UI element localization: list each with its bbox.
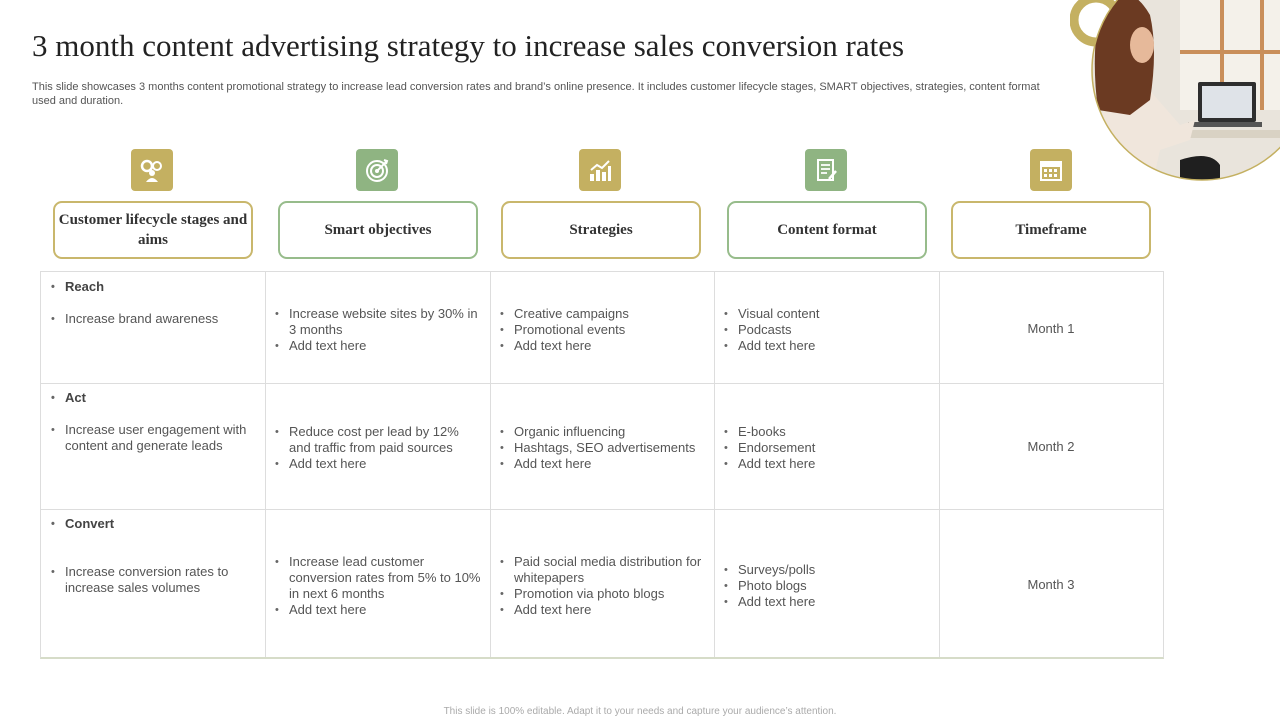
- formats-cell: Surveys/pollsPhoto blogsAdd text here: [720, 562, 930, 610]
- list-item: Surveys/polls: [720, 562, 930, 578]
- page-subtitle: This slide showcases 3 months content pr…: [32, 81, 1040, 107]
- document-icon: [805, 149, 847, 191]
- list-item: Photo blogs: [720, 578, 930, 594]
- list-item: Podcasts: [720, 322, 930, 338]
- header-smart-objectives: Smart objectives: [278, 201, 478, 259]
- list-item: Creative campaigns: [496, 306, 706, 322]
- list-item: Add text here: [720, 456, 930, 472]
- list-item: Hashtags, SEO advertisements: [496, 440, 706, 456]
- list-item: Promotional events: [496, 322, 706, 338]
- timeframe-cell: Month 2: [1027, 439, 1075, 454]
- list-item: Paid social media distribution for white…: [496, 554, 706, 586]
- strategies-cell: Creative campaignsPromotional eventsAdd …: [496, 306, 706, 354]
- formats-cell: E-booksEndorsementAdd text here: [720, 424, 930, 472]
- table-row: Convert Increase conversion rates to inc…: [47, 516, 257, 596]
- growth-chart-icon: [579, 149, 621, 191]
- stage-aim: Increase conversion rates to increase sa…: [47, 564, 257, 596]
- formats-cell: Visual contentPodcastsAdd text here: [720, 306, 930, 354]
- timeframe-cell: Month 1: [1027, 321, 1075, 336]
- stage-name: Reach: [47, 279, 257, 295]
- list-item: Increase lead customer conversion rates …: [271, 554, 481, 602]
- strategies-cell: Paid social media distribution for white…: [496, 554, 706, 618]
- list-item: Add text here: [496, 456, 706, 472]
- list-item: Add text here: [496, 338, 706, 354]
- header-timeframe: Timeframe: [951, 201, 1151, 259]
- woman-laptop-photo: [1070, 0, 1280, 181]
- list-item: Add text here: [720, 594, 930, 610]
- list-item: Organic influencing: [496, 424, 706, 440]
- list-item: Add text here: [271, 602, 481, 618]
- target-icon: [356, 149, 398, 191]
- strategies-cell: Organic influencingHashtags, SEO adverti…: [496, 424, 706, 472]
- list-item: Add text here: [271, 456, 481, 472]
- stage-aim: Increase brand awareness: [47, 311, 257, 327]
- list-item: Promotion via photo blogs: [496, 586, 706, 602]
- list-item: Add text here: [496, 602, 706, 618]
- footer-note: This slide is 100% editable. Adapt it to…: [443, 706, 837, 717]
- header-strategies: Strategies: [501, 201, 701, 259]
- objectives-cell: Increase website sites by 30% in 3 month…: [271, 306, 481, 354]
- list-item: Reduce cost per lead by 12% and traffic …: [271, 424, 481, 456]
- table-row: Act Increase user engagement with conten…: [47, 390, 257, 454]
- list-item: Add text here: [271, 338, 481, 354]
- calendar-icon: [1030, 149, 1072, 191]
- stage-aim: Increase user engagement with content an…: [47, 422, 257, 454]
- gears-user-icon: [131, 149, 173, 191]
- objectives-cell: Increase lead customer conversion rates …: [271, 554, 481, 618]
- list-item: E-books: [720, 424, 930, 440]
- strategy-table: Reach Increase brand awareness Increase …: [40, 271, 1164, 659]
- table-row: Reach Increase brand awareness: [47, 279, 257, 327]
- page-title: 3 month content advertising strategy to …: [32, 28, 905, 63]
- timeframe-cell: Month 3: [1027, 577, 1075, 592]
- list-item: Endorsement: [720, 440, 930, 456]
- list-item: Add text here: [720, 338, 930, 354]
- list-item: Increase website sites by 30% in 3 month…: [271, 306, 481, 338]
- stage-name: Act: [47, 390, 257, 406]
- header-content-format: Content format: [727, 201, 927, 259]
- header-lifecycle-stages: Customer lifecycle stages and aims: [53, 201, 253, 259]
- stage-name: Convert: [47, 516, 257, 532]
- list-item: Visual content: [720, 306, 930, 322]
- objectives-cell: Reduce cost per lead by 12% and traffic …: [271, 424, 481, 472]
